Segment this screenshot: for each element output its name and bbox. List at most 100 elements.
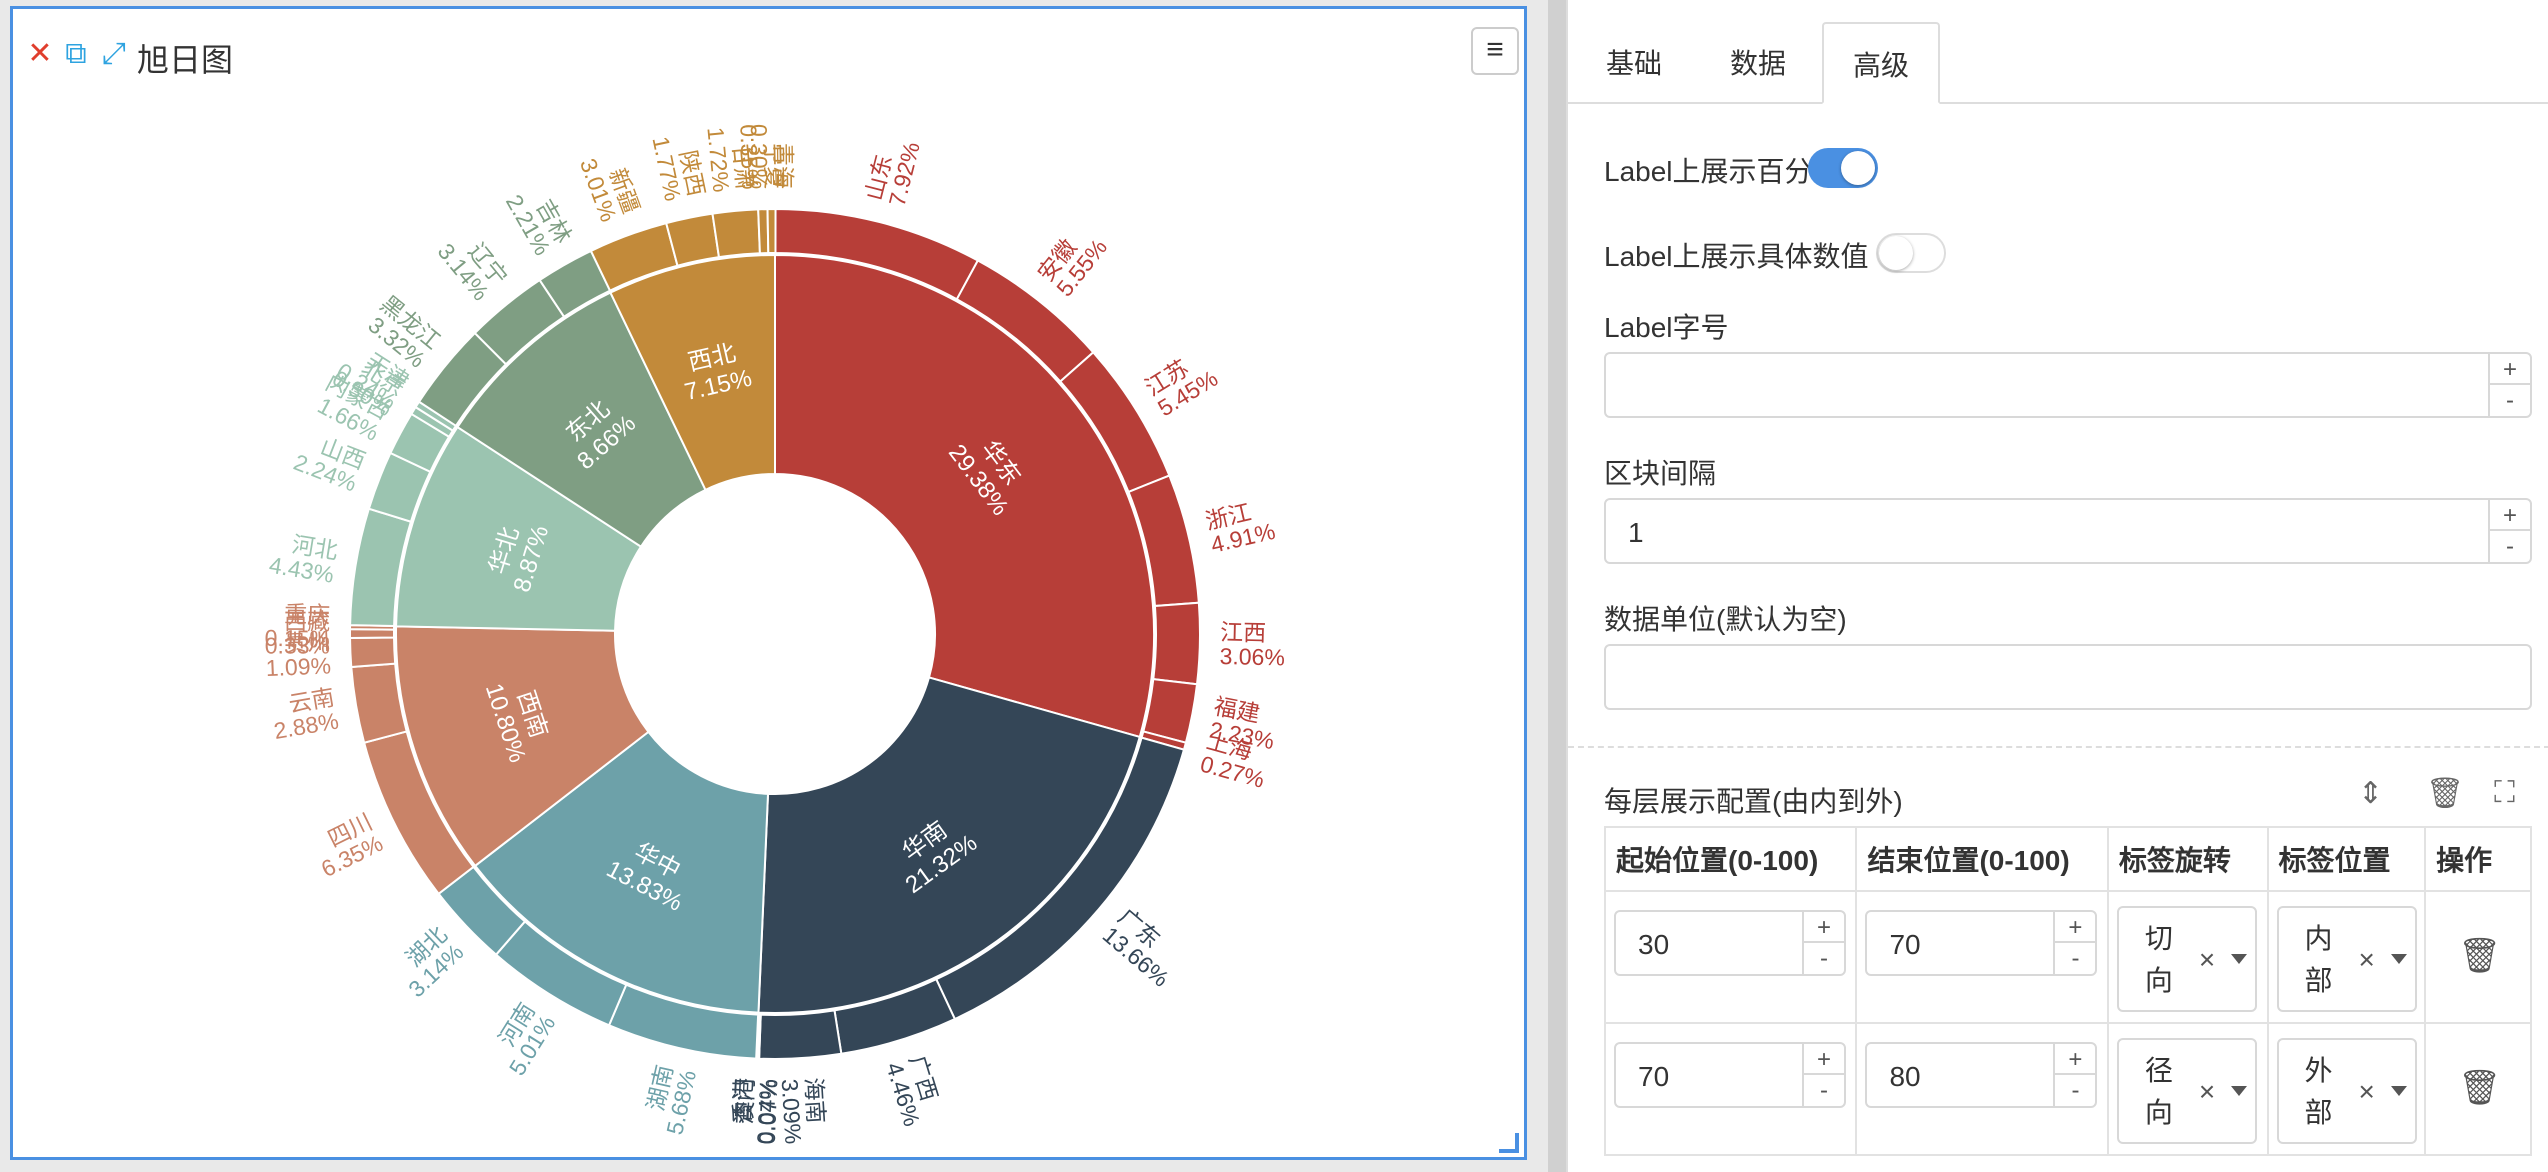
outer-label-pct: 2.88% bbox=[272, 708, 341, 745]
font-size-input[interactable]: + - bbox=[1604, 352, 2532, 418]
sort-icon[interactable]: ⇕ bbox=[2358, 777, 2384, 810]
end-input[interactable]: 80 + - bbox=[1865, 1042, 2098, 1108]
position-select[interactable]: 内部 × bbox=[2276, 906, 2417, 1012]
outer-label-name: 西藏 bbox=[284, 608, 330, 634]
sunburst-outer-label: 江苏5.45% bbox=[1140, 355, 1222, 422]
decrement-button[interactable]: - bbox=[1820, 945, 1828, 972]
trash-icon[interactable]: 🗑 bbox=[2426, 777, 2465, 810]
expand-icon[interactable]: ⤢ bbox=[102, 37, 126, 70]
font-size-label: Label字号 bbox=[1604, 312, 1729, 343]
decrement-button[interactable]: - bbox=[2071, 945, 2080, 972]
outer-label-pct: 1.09% bbox=[265, 652, 331, 681]
fullscreen-icon[interactable]: ⛶ bbox=[2494, 776, 2515, 809]
show-pct-label: Label上展示百分比 bbox=[1604, 156, 1841, 187]
sunburst-outer-label: 四川6.35% bbox=[317, 808, 387, 882]
copy-icon[interactable]: ⧉ bbox=[65, 37, 87, 70]
sunburst-outer-label: 宁夏0.35% bbox=[735, 124, 787, 190]
sunburst-outer-slice bbox=[758, 1009, 843, 1060]
outer-label-pct: 0.30% bbox=[746, 124, 773, 189]
outer-label-pct: 1.77% bbox=[648, 134, 687, 203]
resize-handle[interactable] bbox=[1499, 1133, 1519, 1153]
show-value-toggle[interactable] bbox=[1876, 233, 1946, 273]
outer-label-pct: 3.06% bbox=[1219, 643, 1285, 670]
settings-panel: 基础 数据 高级 Label上展示百分比 Label上展示具体数值 Label字… bbox=[1566, 0, 2548, 1172]
decrement-button[interactable]: - bbox=[2506, 387, 2514, 414]
chevron-down-icon bbox=[2390, 954, 2407, 964]
outer-label-name: 海南 bbox=[801, 1077, 830, 1124]
sunburst-outer-label: 河南5.01% bbox=[494, 998, 561, 1080]
show-value-label: Label上展示具体数值 bbox=[1604, 241, 1869, 272]
sunburst-outer-label: 澳门0.07% bbox=[731, 1078, 783, 1145]
sunburst-outer-label: 青海0.30% bbox=[746, 124, 797, 189]
sunburst-outer-label: 辽宁3.14% bbox=[433, 238, 513, 305]
gap-input[interactable]: 1 + - bbox=[1604, 498, 2532, 564]
rotate-select[interactable]: 径向 × bbox=[2116, 1038, 2257, 1144]
trash-icon[interactable]: 🗑 bbox=[2458, 937, 2502, 975]
position-select[interactable]: 外部 × bbox=[2276, 1038, 2417, 1144]
table-row: 30 + - 70 + - 切向 × 内部 × 🗑 bbox=[1603, 890, 2532, 1024]
rotate-select[interactable]: 切向 × bbox=[2116, 906, 2257, 1012]
header-actions: 操作 bbox=[2424, 826, 2532, 892]
increment-button[interactable]: + bbox=[2490, 354, 2530, 385]
sunburst-outer-label: 甘肃1.72% bbox=[702, 126, 758, 193]
start-input[interactable]: 70 + - bbox=[1614, 1042, 1846, 1108]
section-divider bbox=[1568, 746, 2548, 748]
unit-input[interactable] bbox=[1604, 644, 2532, 710]
sunburst-outer-label: 山东7.92% bbox=[860, 139, 925, 209]
layer-config-title: 每层展示配置(由内到外) bbox=[1604, 786, 1903, 817]
sunburst-outer-slice bbox=[349, 636, 397, 669]
tab-basic[interactable]: 基础 bbox=[1605, 48, 1662, 79]
outer-label-name: 江西 bbox=[1220, 619, 1267, 646]
sunburst-outer-label: 云南2.88% bbox=[272, 684, 341, 745]
outer-label-pct: 3.09% bbox=[777, 1078, 807, 1145]
header-rotate: 标签旋转 bbox=[2106, 826, 2269, 892]
sunburst-inner-slice bbox=[473, 730, 770, 1014]
unit-label: 数据单位(默认为空) bbox=[1604, 604, 1847, 635]
sunburst-outer-label: 海南3.09% bbox=[777, 1077, 830, 1145]
clear-icon: × bbox=[2198, 1076, 2216, 1107]
outer-label-name: 宁夏 bbox=[760, 142, 787, 189]
gap-value: 1 bbox=[1628, 517, 1644, 548]
tab-advanced[interactable]: 高级 bbox=[1822, 22, 1940, 104]
clear-icon: × bbox=[2358, 944, 2375, 975]
chevron-down-icon bbox=[2230, 1086, 2247, 1096]
chevron-down-icon bbox=[2390, 1086, 2407, 1096]
increment-button[interactable]: + bbox=[2490, 500, 2530, 531]
gap-label: 区块间隔 bbox=[1604, 458, 1717, 489]
increment-button[interactable]: + bbox=[2055, 1044, 2096, 1075]
hamburger-menu-icon[interactable]: ≡ bbox=[1471, 27, 1519, 75]
sunburst-outer-label: 吉林2.21% bbox=[501, 190, 577, 260]
sunburst-inner-slice bbox=[757, 676, 1141, 1015]
sunburst-outer-label: 陕西1.77% bbox=[648, 134, 710, 203]
panel-splitter[interactable] bbox=[1548, 0, 1566, 1172]
sunburst-outer-label: 江西3.06% bbox=[1219, 619, 1285, 670]
chevron-down-icon bbox=[2230, 954, 2247, 964]
increment-button[interactable]: + bbox=[1804, 1044, 1844, 1075]
sunburst-outer-label: 香港0.04% bbox=[729, 1078, 781, 1145]
clear-icon: × bbox=[2358, 1076, 2375, 1107]
outer-label-pct: 0.15% bbox=[264, 625, 330, 652]
chart-panel: ✕ ⧉ ⤢ 旭日图 ≡ 华东 29.38% 华南 21.32% 华中 13.83% 西南 10… bbox=[10, 6, 1527, 1160]
show-pct-toggle[interactable] bbox=[1808, 148, 1878, 188]
outer-label-pct: 0.07% bbox=[754, 1079, 783, 1145]
outer-label-pct: 0.35% bbox=[735, 124, 763, 190]
sunburst-outer-label: 安徽5.55% bbox=[1032, 234, 1112, 301]
sunburst-outer-label: 浙江4.91% bbox=[1203, 499, 1278, 558]
decrement-button[interactable]: - bbox=[2071, 1077, 2080, 1104]
sunburst-chart: 华东29.38%华南21.32%华中13.83%西南10.80%华北8.87%东… bbox=[264, 124, 1285, 1145]
sunburst-inner-slice bbox=[395, 425, 643, 632]
end-input[interactable]: 70 + - bbox=[1865, 910, 2098, 976]
increment-button[interactable]: + bbox=[1804, 912, 1844, 943]
decrement-button[interactable]: - bbox=[2506, 533, 2514, 560]
tab-data[interactable]: 数据 bbox=[1729, 48, 1786, 79]
decrement-button[interactable]: - bbox=[1820, 1077, 1828, 1104]
close-icon[interactable]: ✕ bbox=[27, 37, 53, 70]
outer-label-name: 贵州 bbox=[283, 628, 330, 656]
sunburst-outer-label: 西藏0.33% bbox=[265, 608, 330, 658]
outer-label-pct: 0.33% bbox=[265, 632, 330, 658]
start-input[interactable]: 30 + - bbox=[1614, 910, 1846, 976]
trash-icon[interactable]: 🗑 bbox=[2458, 1069, 2502, 1107]
increment-button[interactable]: + bbox=[2055, 912, 2096, 943]
settings-tabs: 基础 数据 高级 bbox=[1568, 22, 2548, 104]
